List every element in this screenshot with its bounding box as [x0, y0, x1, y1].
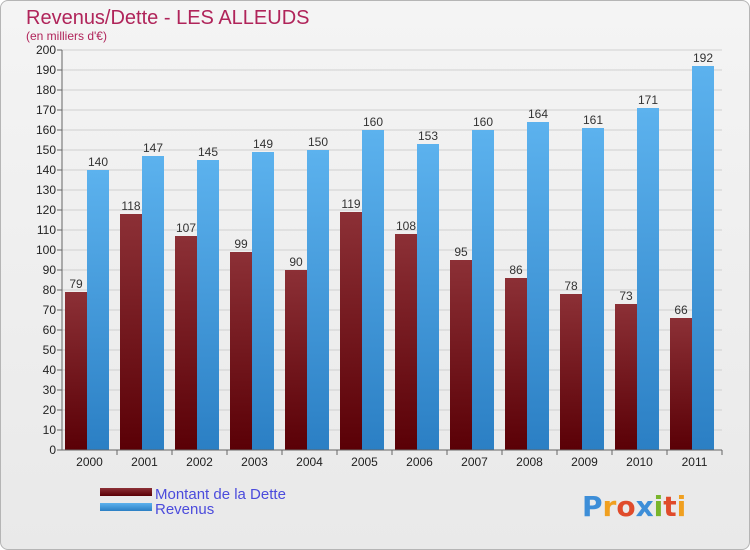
bar-debt [615, 304, 637, 450]
bar-revenue [362, 130, 384, 450]
y-tick-label: 30 [43, 383, 57, 397]
legend: Montant de la Dette Revenus [100, 486, 286, 518]
x-tick-label: 2006 [406, 455, 433, 469]
bar-debt [120, 214, 142, 450]
y-tick-label: 100 [36, 243, 56, 257]
data-label: 107 [176, 221, 196, 235]
bar-revenue [142, 156, 164, 450]
data-label: 153 [418, 129, 438, 143]
bar-revenue [692, 66, 714, 450]
bar-revenue [417, 144, 439, 450]
data-label: 160 [473, 115, 493, 129]
y-tick-label: 110 [37, 223, 56, 237]
data-label: 99 [234, 237, 248, 251]
x-tick-label: 2011 [682, 455, 708, 469]
bar-revenue [582, 128, 604, 450]
bar-debt [65, 292, 87, 450]
data-label: 86 [509, 263, 523, 277]
y-tick-label: 0 [49, 443, 56, 457]
bar-debt [340, 212, 362, 450]
data-label: 149 [253, 137, 273, 151]
bar-debt [505, 278, 527, 450]
y-tick-label: 20 [43, 403, 57, 417]
x-tick-label: 2007 [461, 455, 488, 469]
y-tick-label: 50 [43, 343, 57, 357]
y-tick-label: 60 [43, 323, 57, 337]
y-axis-ticks: 0 10 20 30 40 50 60 70 80 90 100 110 120 130 140 150 160… [36, 43, 62, 457]
chart-subtitle: (en milliers d'€) [26, 29, 107, 43]
y-tick-label: 70 [43, 303, 57, 317]
bar-debt [285, 270, 307, 450]
x-tick-label: 2010 [626, 455, 653, 469]
data-label: 161 [583, 113, 603, 127]
data-label: 108 [396, 219, 416, 233]
bar-debt [395, 234, 417, 450]
x-tick-label: 2008 [516, 455, 543, 469]
bar-revenue [472, 130, 494, 450]
data-label: 79 [69, 277, 83, 291]
bar-revenue [87, 170, 109, 450]
y-tick-label: 140 [36, 163, 56, 177]
bar-debt [560, 294, 582, 450]
x-tick-label: 2005 [351, 455, 378, 469]
data-label: 160 [363, 115, 383, 129]
legend-swatch-debt [100, 488, 152, 496]
data-label: 147 [143, 141, 163, 155]
x-axis-ticks: 2000 2001 2002 2003 2004 2005 2006 2007 2008 2009… [76, 450, 723, 469]
legend-label-debt: Montant de la Dette [155, 486, 286, 503]
y-tick-label: 90 [43, 263, 57, 277]
y-tick-label: 80 [43, 283, 57, 297]
bar-revenue [307, 150, 329, 450]
y-tick-label: 40 [43, 363, 57, 377]
y-tick-label: 190 [36, 63, 56, 77]
y-tick-label: 200 [36, 43, 56, 57]
x-tick-label: 2001 [131, 455, 158, 469]
x-tick-label: 2004 [296, 455, 323, 469]
data-label: 73 [619, 289, 633, 303]
grid-lines [62, 49, 722, 431]
y-tick-label: 120 [36, 203, 56, 217]
bar-revenue [527, 122, 549, 450]
data-label: 145 [198, 145, 218, 159]
proxiti-logo-text: Proxiti [582, 490, 686, 523]
y-tick-label: 10 [43, 423, 57, 437]
x-tick-label: 2003 [241, 455, 268, 469]
data-label: 90 [289, 255, 303, 269]
data-label: 140 [88, 155, 108, 169]
y-tick-label: 170 [36, 103, 56, 117]
data-label: 171 [638, 93, 658, 107]
data-label: 150 [308, 135, 328, 149]
data-label: 118 [121, 199, 140, 213]
y-tick-label: 130 [36, 183, 56, 197]
bar-debt [450, 260, 472, 450]
data-label: 192 [693, 51, 713, 65]
data-label: 66 [674, 303, 688, 317]
data-labels: 79 140 118 147 107 145 99 149 90 150 119 160 108 153 9… [69, 51, 713, 317]
proxiti-logo: Proxiti [582, 490, 686, 523]
bars [65, 66, 714, 450]
chart-title: Revenus/Dette - LES ALLEUDS [26, 7, 309, 29]
data-label: 164 [528, 107, 548, 121]
data-label: 95 [454, 245, 468, 259]
data-label: 78 [564, 279, 578, 293]
x-tick-label: 2000 [76, 455, 103, 469]
y-tick-label: 150 [36, 143, 56, 157]
x-tick-label: 2002 [186, 455, 213, 469]
legend-swatch-revenue [100, 503, 152, 511]
data-label: 119 [341, 197, 360, 211]
x-tick-label: 2009 [571, 455, 598, 469]
y-tick-label: 160 [36, 123, 56, 137]
bar-revenue [197, 160, 219, 450]
bar-revenue [637, 108, 659, 450]
bar-debt [175, 236, 197, 450]
legend-label-revenue: Revenus [155, 501, 214, 518]
bar-debt [230, 252, 252, 450]
bar-revenue [252, 152, 274, 450]
y-tick-label: 180 [36, 83, 56, 97]
bar-debt [670, 318, 692, 450]
